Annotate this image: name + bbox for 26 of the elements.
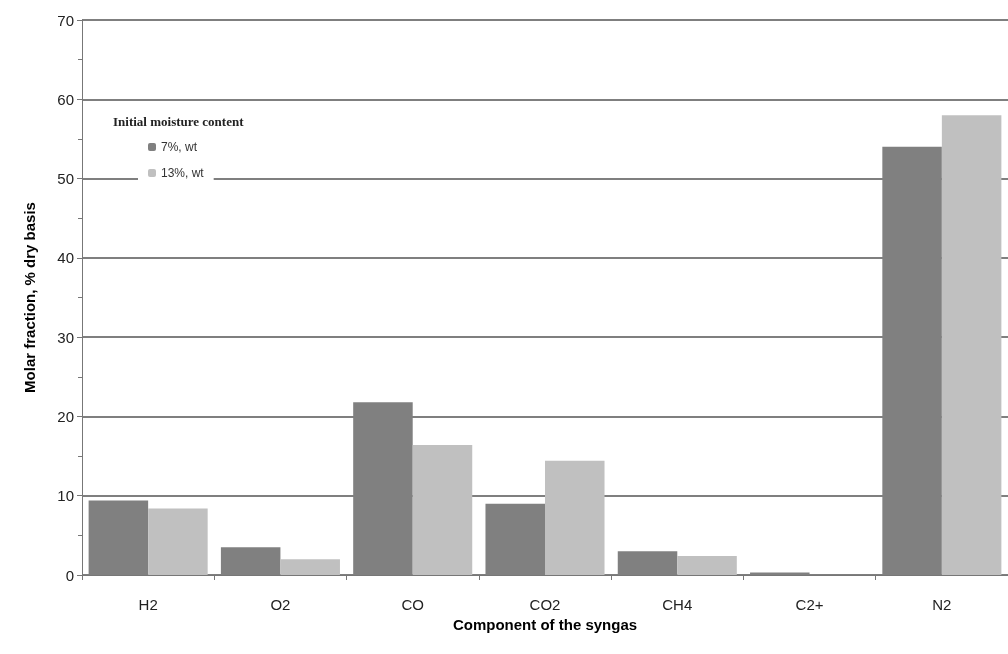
- x-tick-label: CO2: [529, 596, 561, 613]
- y-tick-label: 70: [57, 11, 74, 29]
- x-tick-label: N2: [932, 596, 952, 613]
- y-tick-label: 60: [57, 90, 74, 108]
- x-tick-label: CO: [401, 596, 424, 613]
- y-tick-label: 50: [57, 170, 74, 188]
- bar: [545, 460, 605, 575]
- legend-label: 7%, wt: [161, 140, 198, 154]
- legend-title: Initial moisture content: [113, 114, 245, 129]
- bar: [677, 555, 737, 575]
- bar: [412, 444, 473, 575]
- x-tick-label: O2: [270, 596, 291, 613]
- x-tick-label: H2: [138, 596, 158, 613]
- y-axis-title: Molar fraction, % dry basis: [21, 202, 38, 393]
- y-tick-label: 40: [57, 249, 74, 267]
- bar: [280, 559, 340, 575]
- y-tick-label: 30: [57, 328, 74, 346]
- y-tick-label: 10: [57, 487, 74, 505]
- bar: [941, 115, 1002, 575]
- bar: [148, 508, 208, 575]
- legend-label: 13%, wt: [161, 166, 205, 180]
- x-axis-title: Component of the syngas: [452, 615, 638, 633]
- y-tick-label: 20: [57, 407, 74, 425]
- x-tick-label: C2+: [795, 596, 824, 613]
- x-tick-label: CH4: [662, 596, 693, 613]
- y-tick-label: 0: [65, 566, 74, 584]
